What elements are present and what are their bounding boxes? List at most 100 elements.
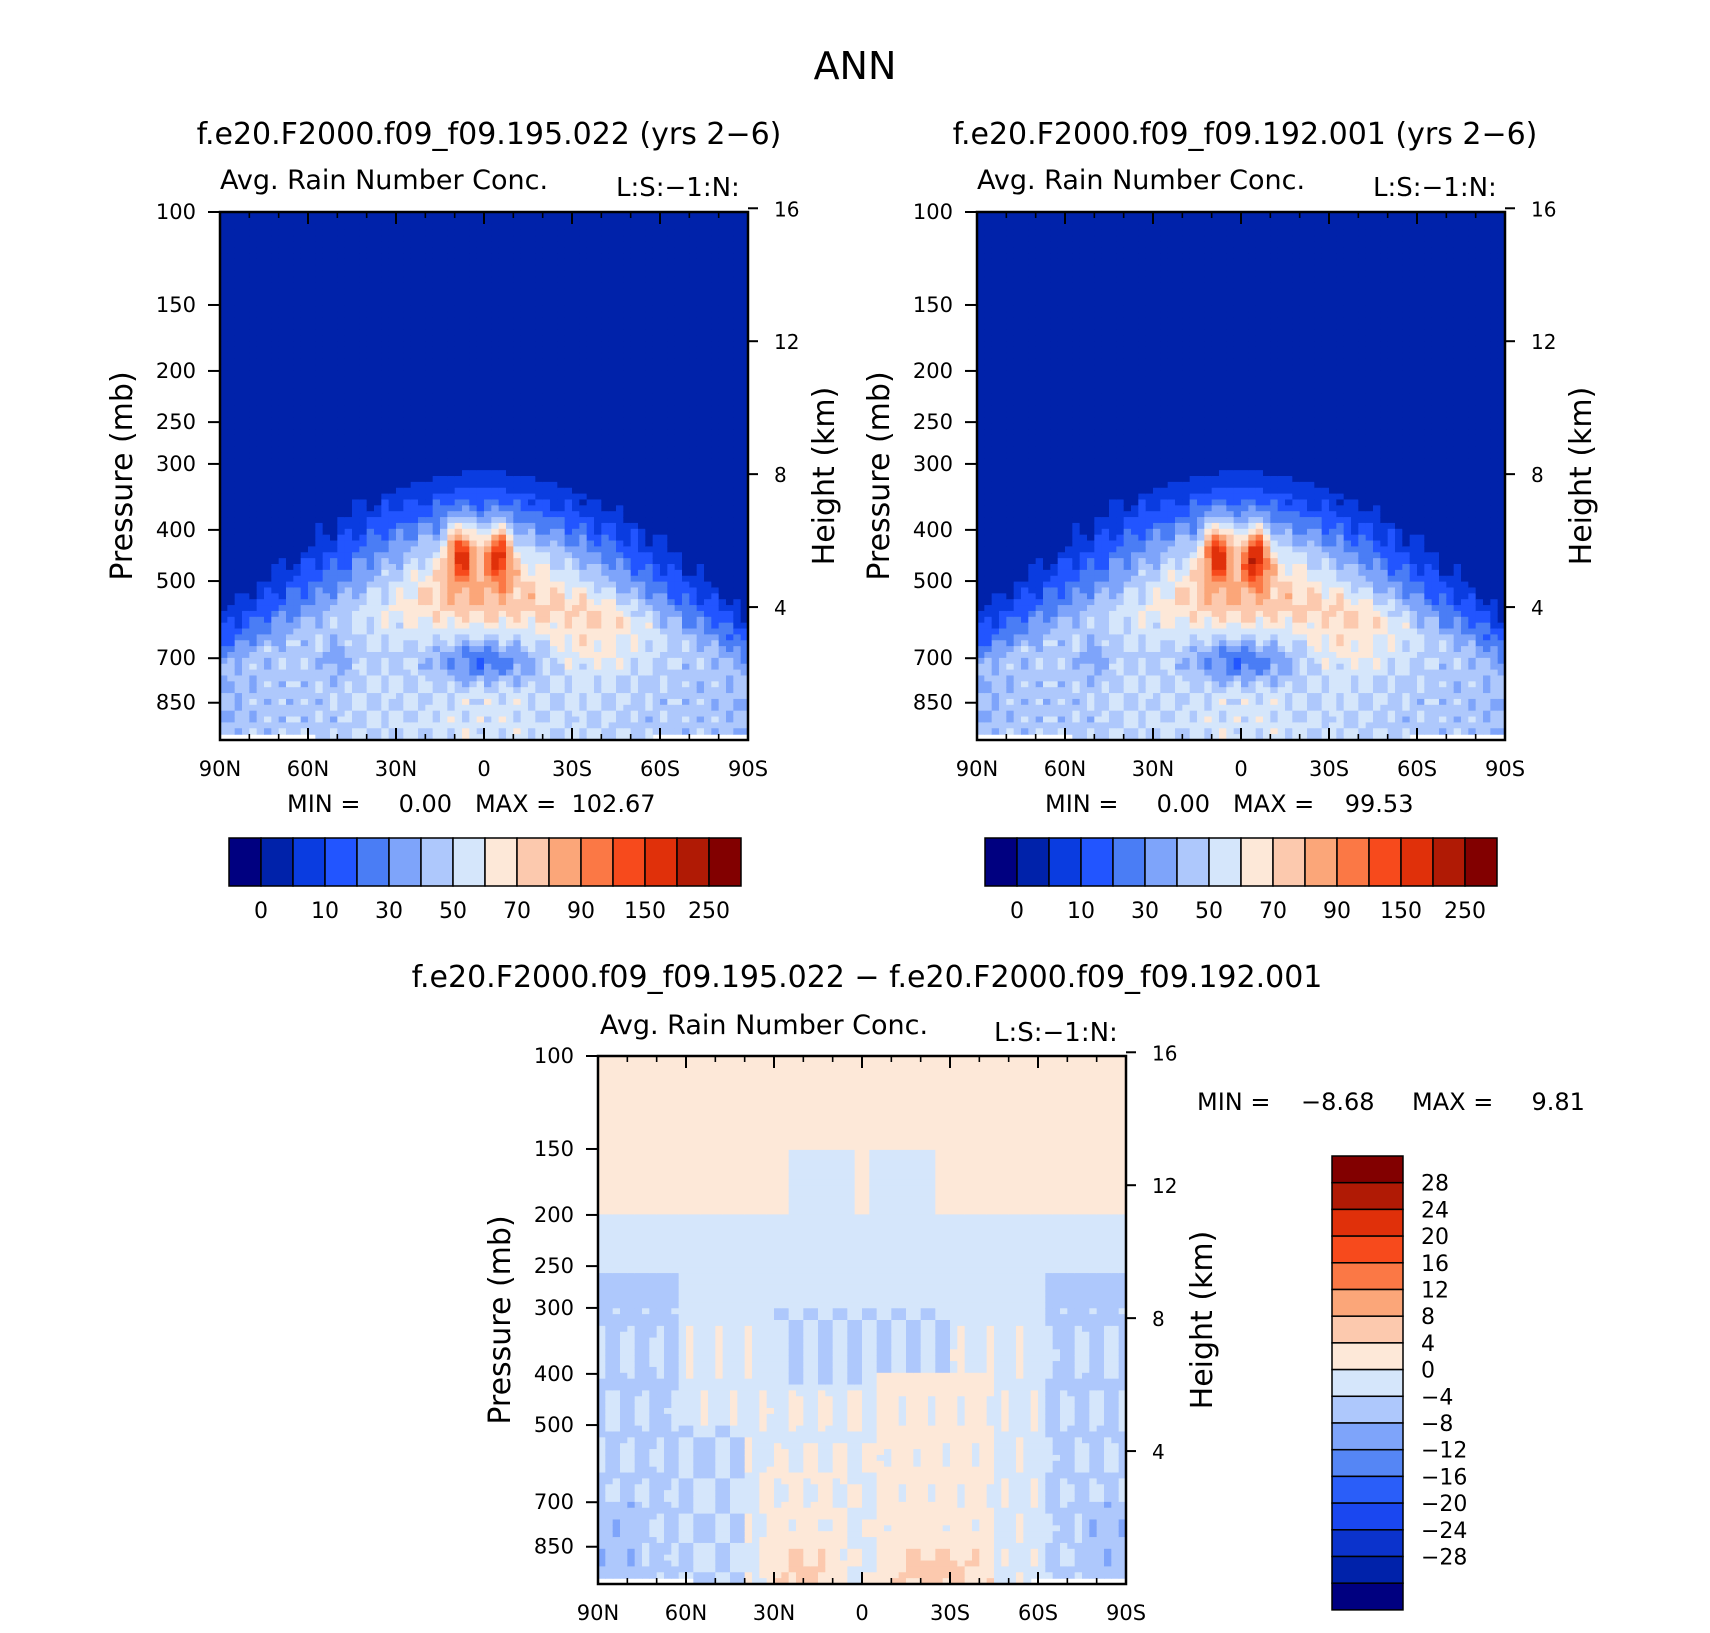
colorbar-swatch [1144, 837, 1178, 887]
x-tick-label: 0 [855, 1601, 868, 1625]
colorbar-label: 150 [1380, 899, 1422, 924]
colorbar-swatch [292, 837, 326, 887]
contour-field [220, 212, 749, 741]
colorbar-swatch [1331, 1475, 1404, 1504]
colorbar-label: 24 [1421, 1198, 1449, 1223]
y2-axis-label: Height (km) [1185, 1231, 1220, 1410]
panel-subtitle-left: Avg. Rain Number Conc. [220, 165, 548, 196]
x-tick-label: 90S [1106, 1601, 1146, 1625]
y-tick-label: 400 [913, 518, 953, 542]
y-tick-label: 500 [913, 569, 953, 593]
colorbar-label: 0 [1010, 899, 1024, 924]
colorbar-label: 70 [503, 899, 531, 924]
x-tick-label: 30N [1132, 757, 1174, 781]
colorbar-swatch [1208, 837, 1242, 887]
y-tick-label: 400 [156, 518, 196, 542]
colorbar: 0 10 30 50 70 90 150 250 [984, 837, 1498, 924]
colorbar-label: 70 [1259, 899, 1287, 924]
x-tick-label: 30S [552, 757, 592, 781]
colorbar-swatch [644, 837, 678, 887]
y-axis-label: Pressure (mb) [862, 371, 897, 580]
colorbar: 0 10 30 50 70 90 150 250 [228, 837, 742, 924]
colorbar-label: 250 [1444, 899, 1486, 924]
colorbar-label: 250 [688, 899, 730, 924]
colorbar-label: 90 [567, 899, 595, 924]
colorbar-swatch [452, 837, 486, 887]
x-tick-label: 90S [1485, 757, 1525, 781]
x-tick-label: 60N [1044, 757, 1086, 781]
figure-title: ANN [814, 44, 897, 88]
x-tick-label: 60N [287, 757, 329, 781]
panel-case2: f.e20.F2000.f09_f09.192.001 (yrs 2−6) Av… [862, 117, 1599, 924]
colorbar-swatch [1304, 837, 1338, 887]
y2-tick-label: 4 [1531, 596, 1544, 620]
y-tick-label: 250 [913, 410, 953, 434]
x-tick-label: 60N [665, 1601, 707, 1625]
y-tick-label: 150 [156, 293, 196, 317]
x-tick-label: 30S [1309, 757, 1349, 781]
panel-subtitle-right: L:S:−1:N: [994, 1018, 1118, 1048]
colorbar-swatch [228, 837, 262, 887]
y-axis-label: Pressure (mb) [105, 371, 140, 580]
colorbar-label: −8 [1421, 1412, 1453, 1437]
colorbar-swatch [1331, 1529, 1404, 1558]
y-axis-label: Pressure (mb) [483, 1215, 518, 1424]
colorbar-label: 90 [1323, 899, 1351, 924]
x-tick-label: 90S [728, 757, 768, 781]
colorbar-swatch [1331, 1262, 1404, 1291]
x-tick-label: 90N [199, 757, 241, 781]
colorbar-label: 50 [439, 899, 467, 924]
colorbar-swatch [1331, 1208, 1404, 1237]
colorbar-label: 8 [1421, 1305, 1435, 1330]
contour-field [598, 1056, 1127, 1585]
y-tick-label: 500 [534, 1413, 574, 1437]
y-tick-label: 500 [156, 569, 196, 593]
colorbar-label: 0 [1421, 1359, 1435, 1384]
y2-tick-label: 16 [774, 197, 799, 221]
colorbar-label: −16 [1421, 1465, 1467, 1490]
panel-subtitle-right: L:S:−1:N: [616, 173, 740, 203]
colorbar-swatch [1331, 1395, 1404, 1424]
colorbar-swatch [1331, 1181, 1404, 1211]
y2-tick-label: 12 [1152, 1174, 1177, 1198]
panel-subtitle-right: L:S:−1:N: [1373, 173, 1497, 203]
colorbar-label: −24 [1421, 1519, 1467, 1544]
y-tick-label: 850 [913, 691, 953, 715]
y-tick-label: 300 [913, 452, 953, 476]
y2-axis-label: Height (km) [807, 387, 842, 566]
colorbar-swatch [1331, 1288, 1404, 1317]
colorbar-swatch [1240, 837, 1274, 887]
x-tick-label: 90N [956, 757, 998, 781]
y2-tick-label: 4 [1152, 1440, 1165, 1464]
y-tick-label: 700 [534, 1490, 574, 1514]
x-tick-label: 30N [753, 1601, 795, 1625]
y-tick-label: 100 [913, 200, 953, 224]
colorbar-swatch [1048, 837, 1082, 887]
colorbar-swatch [1016, 837, 1050, 887]
colorbar-label: 10 [1067, 899, 1095, 924]
colorbar-swatch [484, 837, 518, 887]
y-tick-label: 100 [534, 1044, 574, 1068]
colorbar-swatch [260, 837, 294, 887]
colorbar-swatch [1368, 837, 1402, 887]
y-tick-label: 400 [534, 1362, 574, 1386]
colorbar-swatch [388, 837, 422, 887]
colorbar-label: 20 [1421, 1225, 1449, 1250]
x-tick-label: 0 [477, 757, 490, 781]
y-tick-label: 850 [156, 691, 196, 715]
colorbar-label: 0 [254, 899, 268, 924]
y-tick-label: 300 [156, 452, 196, 476]
y-tick-label: 700 [913, 646, 953, 670]
colorbar-swatch [1331, 1155, 1404, 1184]
y2-tick-label: 16 [1152, 1041, 1177, 1065]
x-tick-label: 30S [930, 1601, 970, 1625]
colorbar-swatch [1331, 1582, 1404, 1611]
colorbar-swatch [676, 837, 710, 887]
colorbar-swatch [1400, 837, 1434, 887]
y-tick-label: 250 [534, 1254, 574, 1278]
colorbar-label: 10 [311, 899, 339, 924]
colorbar-swatch [1331, 1368, 1404, 1398]
y-tick-label: 300 [534, 1296, 574, 1320]
colorbar-swatch [1432, 837, 1466, 887]
minmax-min: MIN = −8.68 [1197, 1088, 1375, 1116]
